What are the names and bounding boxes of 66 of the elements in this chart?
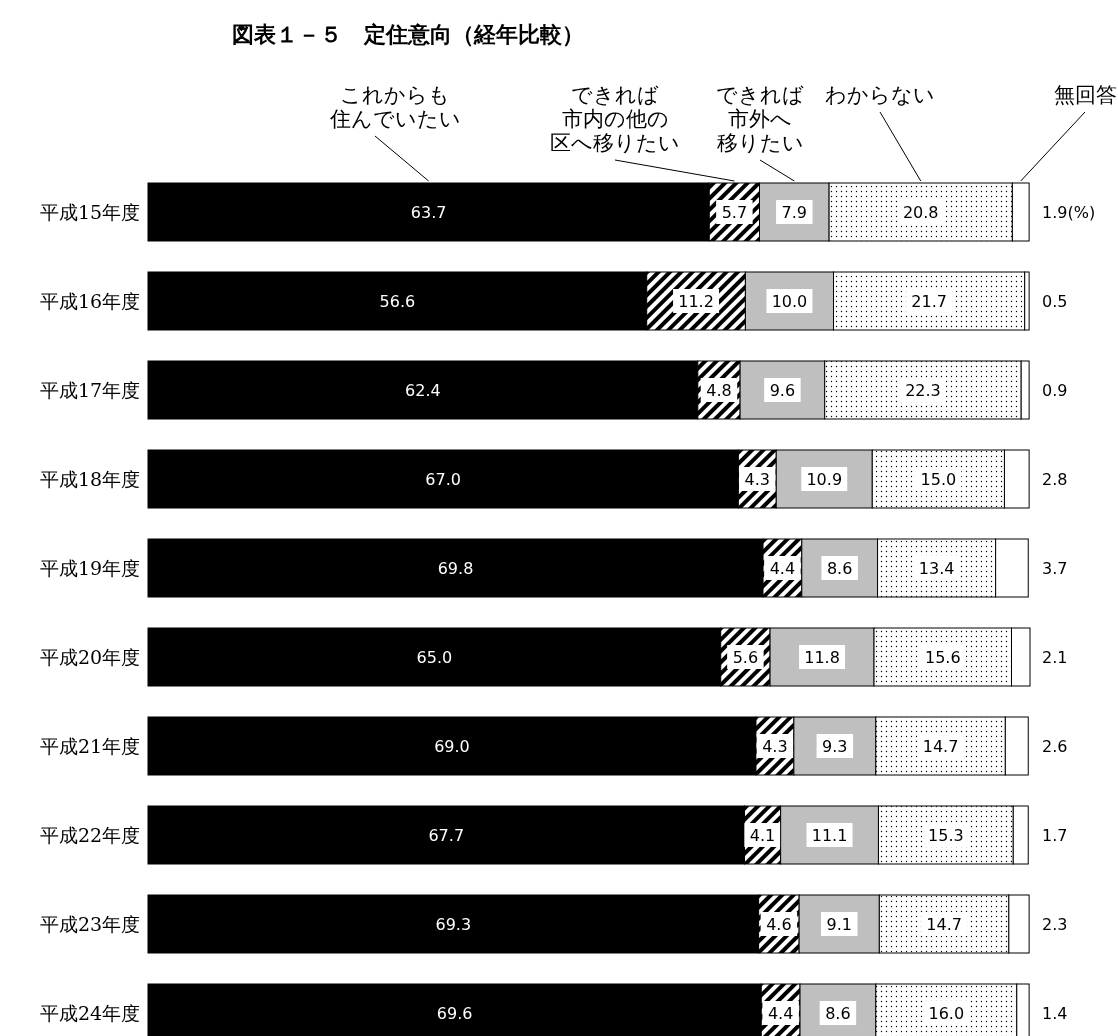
series-label: できれば市外へ移りたい: [716, 83, 804, 155]
data-label: 14.7: [922, 737, 959, 756]
data-label: 1.9(%): [1042, 203, 1096, 222]
data-label: 11.2: [678, 292, 714, 311]
data-label: 4.6: [766, 915, 792, 934]
data-label: 63.7: [410, 203, 447, 222]
data-label: 0.9: [1042, 381, 1068, 400]
data-label: 69.3: [435, 915, 472, 934]
series-label: できれば市内の他の区へ移りたい: [550, 83, 680, 155]
data-label: 2.8: [1042, 470, 1068, 489]
data-label: 4.8: [706, 381, 732, 400]
data-label: 5.6: [732, 648, 759, 667]
data-label: 9.6: [769, 381, 796, 400]
data-label: 1.7: [1042, 826, 1068, 845]
data-label: 4.3: [744, 470, 771, 489]
data-label: 8.6: [825, 1004, 851, 1023]
data-label: 10.0: [771, 292, 808, 311]
data-label: 13.4: [918, 559, 955, 578]
data-label: 62.4: [405, 381, 441, 400]
data-label: 15.0: [920, 470, 957, 489]
data-label: 9.1: [826, 915, 852, 934]
y-tick-label: 平成19年度: [40, 557, 141, 579]
data-label: 67.0: [425, 470, 461, 489]
data-label: 11.8: [804, 648, 840, 667]
data-label: 21.7: [911, 292, 947, 311]
data-label: 11.1: [811, 826, 848, 845]
data-label: 56.6: [379, 292, 416, 311]
y-tick-label: 平成20年度: [40, 646, 141, 668]
data-label: 7.9: [781, 203, 808, 222]
data-label: 2.1: [1042, 648, 1068, 667]
data-label: 22.3: [905, 381, 941, 400]
text: これからも住んでいたい: [328, 83, 461, 131]
data-label: 9.3: [822, 737, 848, 756]
data-label: 10.9: [806, 470, 843, 489]
chart-title: 図表１－５ 定住意向（経年比較）: [232, 22, 584, 47]
y-tick-label: 平成17年度: [40, 379, 141, 401]
data-label: 65.0: [416, 648, 453, 667]
data-label: 20.8: [902, 203, 939, 222]
text: 無回答: [1053, 83, 1117, 107]
data-label: 69.0: [434, 737, 470, 756]
y-tick-label: 平成24年度: [40, 1002, 141, 1024]
data-label: 4.4: [769, 559, 796, 578]
data-label: 0.5: [1042, 292, 1068, 311]
data-label: 69.6: [436, 1004, 473, 1023]
data-label: 14.7: [926, 915, 962, 934]
y-tick-label: 平成21年度: [40, 735, 141, 757]
y-tick-label: 平成23年度: [40, 913, 141, 935]
data-label: 16.0: [928, 1004, 965, 1023]
data-label: 4.1: [749, 826, 776, 845]
data-label: 2.3: [1042, 915, 1068, 934]
data-label: 2.6: [1042, 737, 1068, 756]
y-tick-label: 平成18年度: [40, 468, 141, 490]
y-tick-label: 平成15年度: [40, 201, 141, 223]
data-label: 67.7: [428, 826, 465, 845]
data-label: 5.7: [721, 203, 748, 222]
data-label: 15.3: [928, 826, 964, 845]
y-tick-label: 平成16年度: [40, 290, 141, 312]
y-tick-label: 平成22年度: [40, 824, 141, 846]
data-label: 1.4: [1042, 1004, 1068, 1023]
data-label: 15.6: [924, 648, 961, 667]
data-label: 4.3: [762, 737, 788, 756]
data-label: 4.4: [767, 1004, 794, 1023]
data-label: 69.8: [437, 559, 474, 578]
text: わからない: [825, 83, 935, 107]
data-label: 3.7: [1042, 559, 1068, 578]
data-label: 8.6: [826, 559, 853, 578]
